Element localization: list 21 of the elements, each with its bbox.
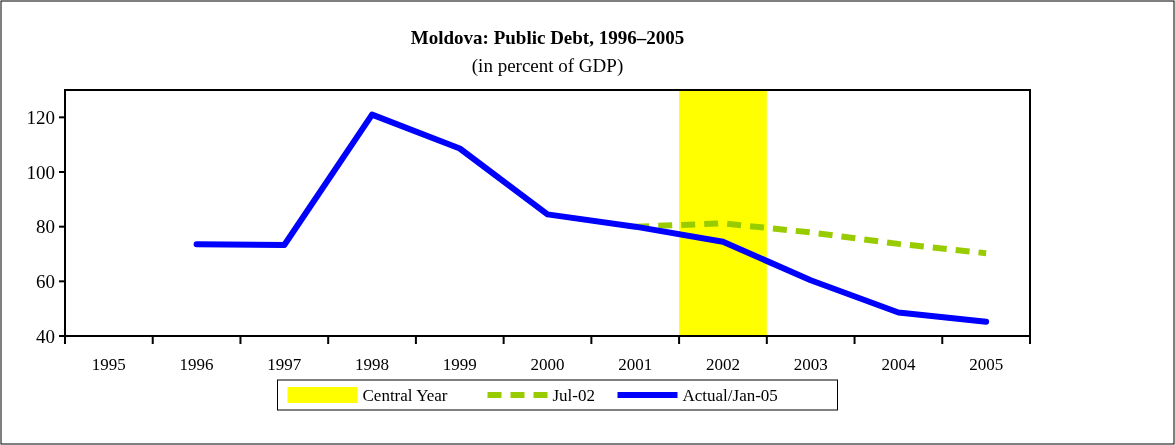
x-tick-label: 2002 (705, 355, 740, 374)
y-tick-label: 120 (26, 106, 55, 128)
x-tick-label: 1999 (442, 355, 477, 374)
y-tick-label: 40 (36, 325, 55, 347)
x-tick-label: 1998 (355, 355, 390, 374)
x-tick-label: 2005 (969, 355, 1004, 374)
x-tick-label: 2003 (793, 355, 828, 374)
x-tick-label: 2000 (530, 355, 565, 374)
x-tick-label: 2004 (881, 355, 916, 374)
chart-subtitle: (in percent of GDP) (471, 55, 624, 77)
x-tick-label: 1995 (91, 355, 126, 374)
y-tick-label: 60 (36, 270, 55, 292)
y-tick-label: 80 (36, 216, 55, 238)
x-tick-label: 1997 (267, 355, 302, 374)
legend-label: Actual/Jan-05 (682, 385, 778, 405)
legend-label: Jul-02 (552, 385, 595, 405)
chart-title: Moldova: Public Debt, 1996–2005 (410, 27, 685, 48)
legend-label: Central Year (362, 385, 448, 405)
x-tick-label: 2001 (618, 355, 653, 374)
y-tick-label: 100 (26, 161, 55, 183)
x-tick-label: 1996 (179, 355, 214, 374)
